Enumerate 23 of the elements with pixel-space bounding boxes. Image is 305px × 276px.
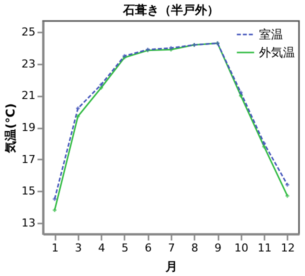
y-tick-label: 19	[22, 121, 36, 134]
y-tick-label: 15	[22, 184, 36, 198]
x-tick-label: 5	[121, 242, 128, 254]
y-tick-label: 13	[22, 216, 36, 230]
x-tick-label: 11	[258, 242, 272, 254]
y-tick-label: 21	[22, 89, 36, 102]
x-axis-title: 月	[164, 260, 178, 274]
x-tick-label: 10	[234, 242, 248, 254]
y-tick-label: 23	[22, 57, 36, 70]
legend-label: 室温	[259, 28, 283, 42]
x-tick-label: 4	[98, 242, 106, 254]
x-tick-label: 7	[168, 242, 175, 254]
x-tick-label: 12	[280, 242, 295, 254]
chart-title: 石葺き（半戸外）	[122, 3, 219, 17]
legend-label: 外気温	[259, 46, 295, 60]
y-tick-label: 17	[22, 152, 36, 166]
y-axis-title: 気温(℃)	[4, 103, 18, 154]
x-tick-label: 8	[191, 242, 198, 254]
x-tick-label: 9	[214, 242, 222, 254]
x-tick-label: 1	[52, 242, 59, 254]
x-tick-label: 6	[144, 242, 152, 254]
x-tick-label: 3	[74, 242, 82, 254]
y-tick-label: 25	[22, 26, 36, 39]
